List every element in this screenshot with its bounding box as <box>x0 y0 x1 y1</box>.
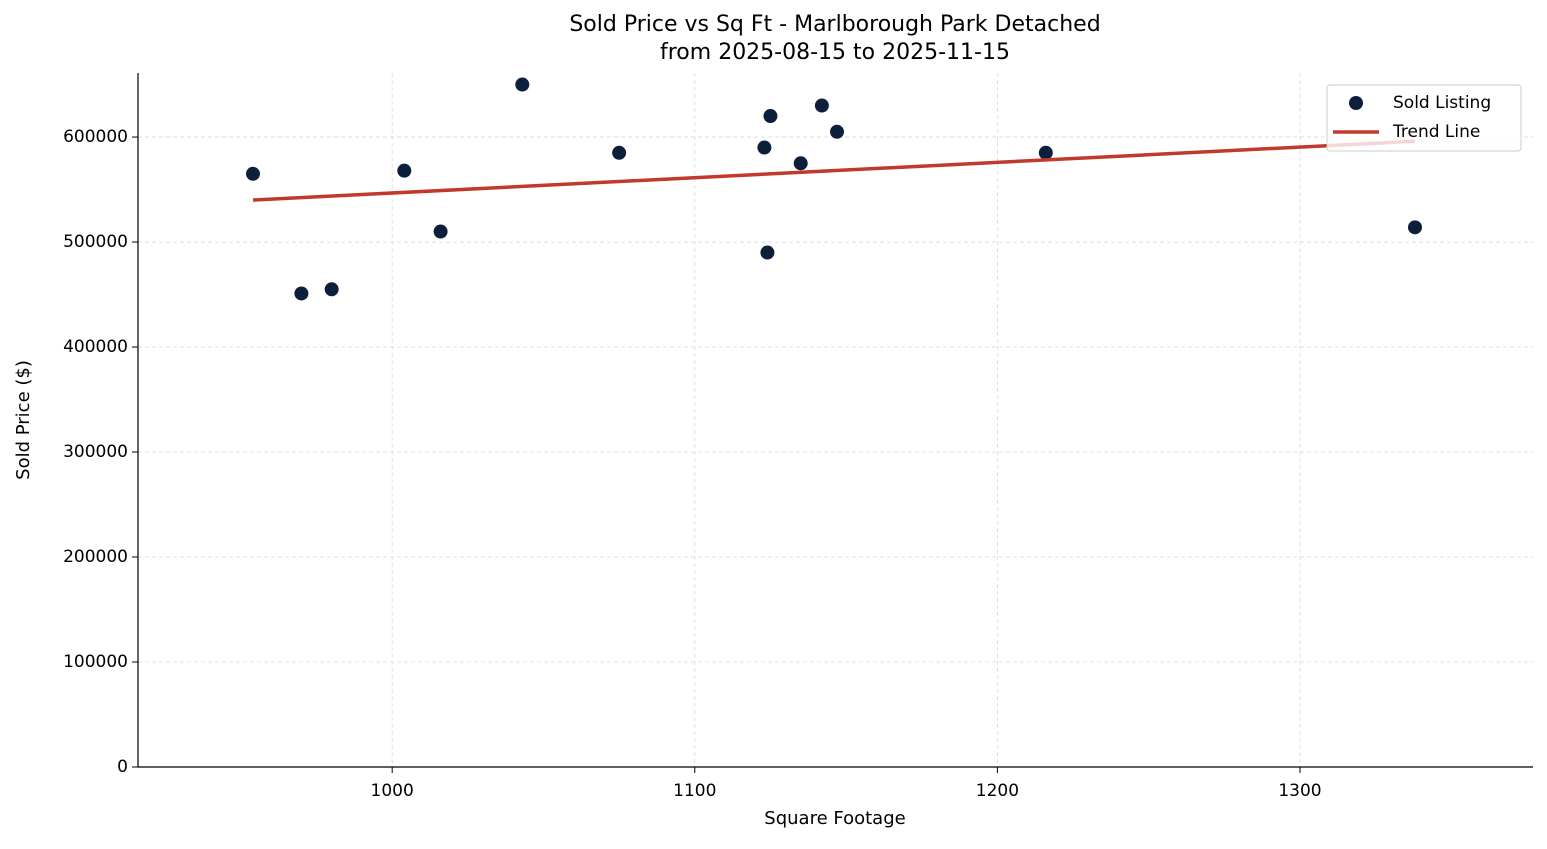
point <box>245 166 260 181</box>
point <box>757 140 772 155</box>
y-tick-label: 300000 <box>63 442 128 462</box>
x-tick-label: 1300 <box>1278 781 1321 801</box>
x-tick-label: 1100 <box>673 781 716 801</box>
y-axis-label: Sold Price ($) <box>13 360 34 480</box>
chart-title: Sold Price vs Sq Ft - Marlborough Park D… <box>569 12 1100 37</box>
y-tick-label: 600000 <box>63 127 128 147</box>
y-tick-label: 400000 <box>63 337 128 357</box>
y-tick-label: 0 <box>117 757 128 777</box>
point <box>1038 145 1053 160</box>
point <box>793 156 808 171</box>
y-tick-label: 200000 <box>63 547 128 567</box>
point <box>397 163 412 178</box>
point <box>612 145 627 160</box>
legend-box <box>1326 84 1522 152</box>
y-tick-label: 100000 <box>63 652 128 672</box>
chart-subtitle: from 2025-08-15 to 2025-11-15 <box>660 40 1010 65</box>
point <box>1407 220 1422 235</box>
point <box>763 109 778 124</box>
y-tick-label: 500000 <box>63 232 128 252</box>
point <box>294 286 309 301</box>
trend-line <box>252 139 1416 202</box>
legend-label: Trend Line <box>1392 122 1480 142</box>
point <box>760 245 775 260</box>
x-tick-label: 1200 <box>976 781 1019 801</box>
x-tick-label: 1000 <box>371 781 414 801</box>
legend-marker <box>1349 96 1363 110</box>
point <box>830 124 845 139</box>
point <box>433 224 448 239</box>
point <box>324 282 339 297</box>
x-axis-label: Square Footage <box>764 808 905 829</box>
legend-label: Sold Listing <box>1393 93 1491 113</box>
point <box>814 98 829 113</box>
point <box>515 77 530 92</box>
